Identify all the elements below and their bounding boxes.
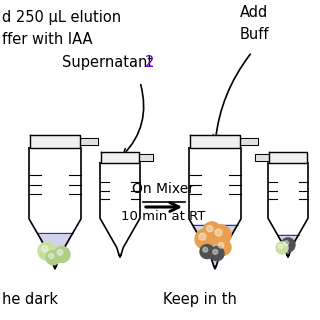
Circle shape [54,246,70,262]
Circle shape [38,242,56,260]
Circle shape [199,233,206,240]
Circle shape [46,251,60,265]
Text: he dark: he dark [2,292,58,307]
Text: On Mixer: On Mixer [132,182,194,196]
Text: Buff: Buff [240,27,269,42]
Text: d 250 μL elution: d 250 μL elution [2,10,121,25]
Text: Keep in th: Keep in th [163,292,237,307]
Polygon shape [255,154,269,161]
Circle shape [276,242,288,254]
Polygon shape [240,138,258,145]
Circle shape [218,243,224,248]
Circle shape [207,226,213,232]
Circle shape [203,247,208,252]
Circle shape [57,250,63,255]
Circle shape [49,253,54,259]
Polygon shape [37,233,73,269]
Polygon shape [100,163,140,255]
Circle shape [195,229,215,249]
Circle shape [278,244,283,249]
Polygon shape [189,148,241,266]
Circle shape [215,229,222,236]
Circle shape [281,238,295,252]
Text: Add: Add [240,5,268,20]
Polygon shape [190,135,240,148]
Circle shape [203,222,221,240]
Text: 10 min at RT: 10 min at RT [121,210,205,223]
Circle shape [213,249,218,254]
Circle shape [42,246,48,252]
Circle shape [200,244,214,259]
Polygon shape [192,225,237,269]
Text: 2: 2 [145,55,154,70]
Circle shape [210,247,224,260]
Polygon shape [268,163,308,255]
Circle shape [215,239,231,255]
Polygon shape [29,148,81,266]
Polygon shape [277,235,299,257]
Circle shape [284,241,289,245]
Polygon shape [30,135,80,148]
Text: Supernatant: Supernatant [62,55,158,70]
Polygon shape [80,138,98,145]
Circle shape [211,225,231,245]
Text: ffer with IAA: ffer with IAA [2,32,92,47]
Polygon shape [101,152,139,163]
Polygon shape [139,154,153,161]
Polygon shape [269,152,307,163]
